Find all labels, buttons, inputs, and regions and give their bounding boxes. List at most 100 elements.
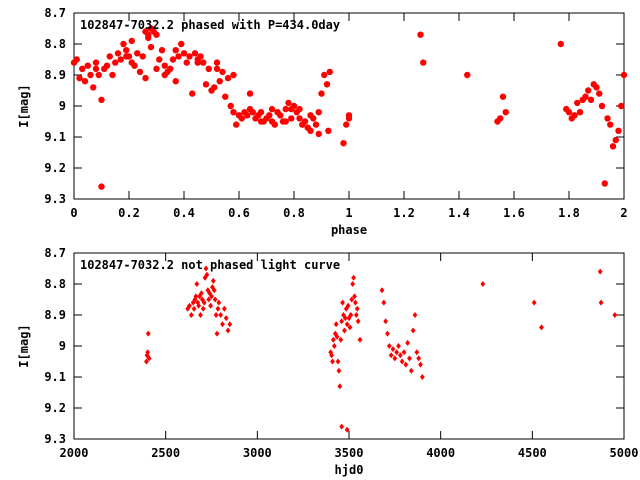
data-point [197,53,204,60]
data-point [103,62,111,69]
data-point [214,330,220,337]
y-tick-label: 8.7 [44,6,66,20]
data-point [593,84,600,91]
y-tick-label: 9.1 [44,130,66,144]
data-point [464,71,471,79]
data-point [230,109,237,116]
data-point [350,281,356,287]
data-point [213,65,221,73]
data-point [211,287,217,294]
x-tick-label: 5000 [610,446,639,460]
data-point [353,299,358,306]
x-tick-label: 2000 [60,446,89,460]
data-point [114,50,122,57]
data-point [161,71,168,79]
data-point [76,74,83,82]
data-point [620,71,628,79]
data-point [565,109,573,116]
data-point [604,115,611,122]
data-point [405,339,411,346]
y-tick-label: 9.2 [44,161,66,175]
data-point [612,312,618,318]
data-point [193,293,199,300]
y-tick-label: 8.8 [44,37,66,51]
x-tick-label: 0 [70,206,77,220]
data-point [131,62,138,69]
x-tick-label: 0.6 [228,206,250,220]
data-point [180,50,188,57]
data-point [343,305,349,312]
data-point [109,71,116,79]
data-point [539,324,544,331]
data-point [339,318,345,325]
data-points-bottom [144,265,618,433]
x-tick-label: 0.8 [283,206,305,220]
data-point [325,127,332,134]
y-ticks-top: 8.7 8.8 8.9 9 9.1 9.2 9.3 [44,6,624,206]
data-point [209,293,214,300]
x-tick-label: 2 [620,206,627,220]
data-point [123,47,130,54]
data-point [335,358,341,365]
x-tick-label: 0.2 [118,206,140,220]
data-point [79,65,86,73]
chart-title-top: 102847-7032.2 phased with P=434.0day [80,18,340,32]
data-point [136,68,144,76]
data-point [156,56,163,63]
data-point [205,287,211,294]
data-point [340,140,347,147]
data-point [408,367,414,374]
data-point [333,321,339,328]
x-tick-label: 1 [345,206,352,220]
data-point [147,43,155,51]
data-point [407,355,412,362]
x-tick-label: 3000 [243,446,272,460]
data-point [145,31,152,38]
data-point [497,115,504,122]
data-point [323,81,331,88]
data-point [98,96,105,104]
data-point [257,109,265,116]
data-point [205,65,212,73]
data-point [340,299,345,306]
data-point [348,312,354,318]
x-ticks-top: 0 0.2 0.4 0.6 0.8 1 1.2 1.4 1.6 1.8 2 [70,13,628,220]
data-point [531,299,537,306]
data-point [598,299,604,306]
data-point [410,327,416,334]
data-point [266,112,273,119]
x-axis-label-top: phase [331,223,367,237]
data-point [347,324,353,331]
data-point [213,59,221,66]
data-point [106,53,113,60]
data-point [238,115,245,122]
data-point [212,296,218,303]
data-point [321,71,328,79]
data-point [396,343,401,349]
plot-frame-top [73,12,625,200]
data-point [199,296,205,303]
data-point [412,312,418,318]
data-point [225,327,231,334]
data-point [379,287,385,294]
data-point [84,62,91,69]
data-point [227,102,234,110]
data-point [172,47,179,54]
data-point [582,93,589,100]
data-point [142,74,149,82]
x-tick-label: 2500 [151,446,180,460]
data-point [339,423,345,430]
data-point [249,109,256,116]
data-point [199,290,204,297]
data-point [598,102,606,110]
data-point [204,271,210,278]
data-point [329,352,334,359]
data-point [194,281,200,287]
data-point [345,302,351,309]
data-point [175,53,182,60]
data-point [282,105,289,113]
data-point [353,312,359,318]
data-point [218,312,224,318]
data-point [392,355,398,362]
data-point [499,93,507,100]
